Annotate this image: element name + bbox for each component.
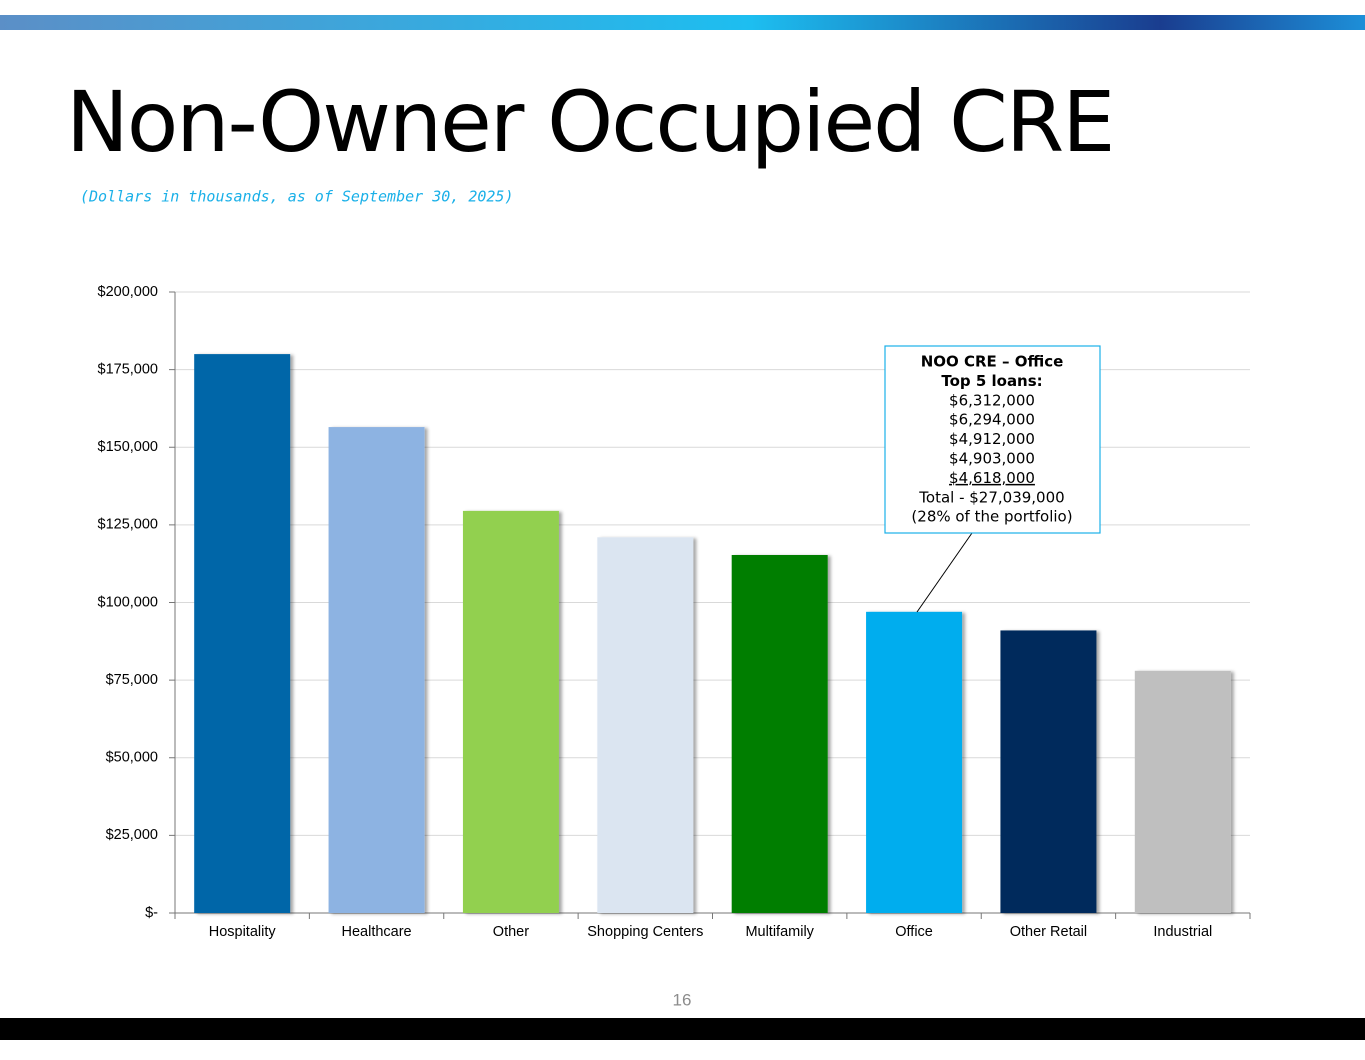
y-tick-label: $150,000 [98,439,158,455]
bar [194,354,291,914]
y-tick-label: $100,000 [98,594,158,610]
y-tick-label: $125,000 [98,517,158,533]
x-tick-label: Hospitality [209,924,277,940]
leader-line [916,532,973,613]
chart-title: Non-Owner Occupied CRE [66,73,1113,171]
bar [328,427,425,913]
x-tick-label: Industrial [1153,924,1212,940]
annotation-line: $4,903,000 [949,450,1035,468]
y-tick-label: $- [145,905,158,921]
y-tick-label: $200,000 [98,284,158,300]
x-tick-label: Office [895,924,933,940]
y-tick-label: $175,000 [98,361,158,377]
page-number: 16 [673,990,692,1009]
annotation-line: $4,618,000 [949,469,1035,487]
annotation-heading: NOO CRE – Office [921,353,1064,371]
y-tick-label: $50,000 [106,750,158,766]
x-tick-label: Other Retail [1010,924,1087,940]
y-tick-label: $25,000 [106,827,158,843]
x-tick-label: Healthcare [342,924,412,940]
x-tick-label: Other [493,924,529,940]
bar [1000,630,1097,913]
bar [597,537,694,913]
subtitle: (Dollars in thousands, as of September 3… [80,188,513,206]
annotation-line: (28% of the portfolio) [911,508,1072,526]
x-tick-label: Shopping Centers [587,924,703,940]
annotation-box [884,345,1101,534]
bar [462,510,559,913]
bar [731,554,828,913]
annotation-heading: Top 5 loans: [941,372,1042,390]
annotation-line: $6,294,000 [949,411,1035,429]
bar [1134,670,1231,913]
bar [866,611,963,913]
plot-area: $- $25,000 $50,000 $75,000 $100,000 $125,000 $… [98,284,1251,940]
annotation-line: $4,912,000 [949,430,1035,448]
bottom-band [0,1018,1365,1040]
top-band [0,15,1365,30]
y-tick-label: $75,000 [106,672,158,688]
x-tick-label: Multifamily [745,924,814,940]
annotation-line: $6,312,000 [949,391,1035,409]
annotation-line: Total - $27,039,000 [918,488,1064,506]
